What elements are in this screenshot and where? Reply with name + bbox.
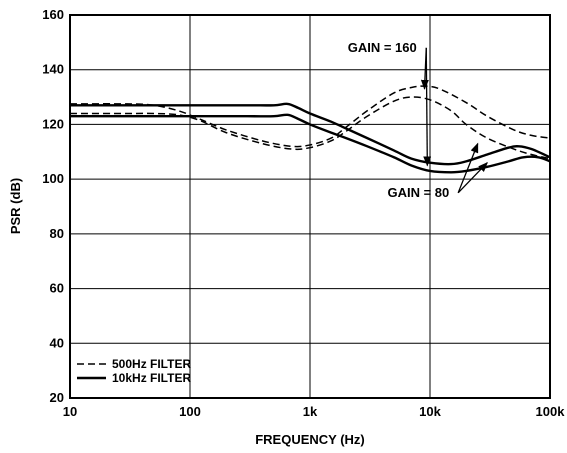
legend-label: 500Hz FILTER	[112, 357, 191, 371]
y-axis-label: PSR (dB)	[8, 178, 23, 234]
y-tick-label: 140	[42, 62, 64, 77]
annotation-arrow	[423, 47, 432, 167]
legend-label: 10kHz FILTER	[112, 371, 191, 385]
grid-lines	[69, 14, 551, 399]
annotation-label: GAIN = 160	[348, 40, 417, 55]
series-line-10khz-gain-80	[70, 113, 551, 174]
y-tick-label: 40	[50, 335, 64, 350]
annotations: GAIN = 160 GAIN = 80	[348, 40, 488, 200]
plot-frame	[69, 14, 551, 399]
series-line-500hz-gain-160	[69, 85, 551, 148]
series-lines	[69, 85, 551, 174]
x-axis-label: FREQUENCY (Hz)	[255, 432, 365, 447]
x-tick-label: 1k	[303, 404, 318, 419]
annotation-label: GAIN = 80	[387, 185, 449, 200]
annotation-arrow	[420, 47, 429, 90]
series-line-10khz-gain-160	[69, 102, 551, 166]
annotation-arrow	[457, 142, 479, 194]
x-tick-label: 10k	[419, 404, 441, 419]
y-tick-label: 120	[42, 116, 64, 131]
tick-labels: 20 40 60 80 100 120 140 160 10 100 1k 10k 100k	[42, 7, 565, 419]
y-tick-label: 80	[50, 226, 64, 241]
y-tick-label: 160	[42, 7, 64, 22]
x-tick-label: 100k	[536, 404, 566, 419]
x-tick-label: 100	[179, 404, 201, 419]
y-tick-label: 60	[50, 281, 64, 296]
y-tick-label: 100	[42, 171, 64, 186]
y-tick-label: 20	[50, 390, 64, 405]
annotation-arrow	[457, 162, 488, 194]
x-tick-label: 10	[63, 404, 77, 419]
